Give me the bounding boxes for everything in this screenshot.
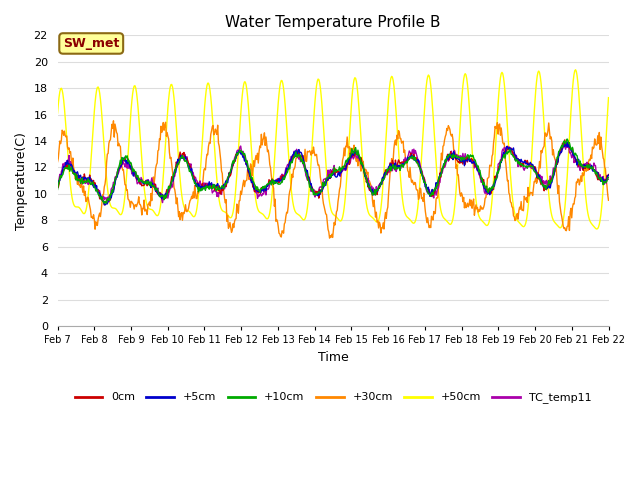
+30cm [418,196,426,202]
0cm [417,170,424,176]
+5cm [177,153,185,158]
+30cm [54,159,61,165]
+5cm [54,182,61,188]
Line: TC_temp11: TC_temp11 [58,144,609,203]
+50cm [572,67,579,72]
TC_temp11 [605,176,612,182]
+50cm [605,95,612,100]
+5cm [63,157,71,163]
+5cm [563,139,571,145]
TC_temp11 [63,159,71,165]
Line: +5cm: +5cm [58,142,609,205]
+50cm [400,205,408,211]
+5cm [605,172,612,178]
+50cm [120,199,128,205]
TC_temp11 [401,157,408,163]
+5cm [206,184,214,190]
+10cm [54,187,61,192]
+5cm [401,160,408,166]
0cm [561,137,569,143]
+10cm [206,183,214,189]
TC_temp11 [120,161,128,167]
+10cm [605,175,612,180]
TC_temp11 [159,200,166,205]
+30cm [401,155,409,161]
Line: +50cm: +50cm [58,70,609,229]
Y-axis label: Temperature(C): Temperature(C) [15,132,28,229]
+50cm [416,179,424,184]
0cm [54,183,61,189]
+10cm [63,165,71,170]
+30cm [109,118,117,124]
0cm [206,182,214,188]
+30cm [326,235,333,241]
+10cm [417,166,424,172]
+5cm [101,202,109,208]
TC_temp11 [54,185,61,191]
Legend: 0cm, +5cm, +10cm, +30cm, +50cm, TC_temp11: 0cm, +5cm, +10cm, +30cm, +50cm, TC_temp1… [70,388,596,408]
+10cm [401,161,408,167]
TC_temp11 [417,165,424,171]
+30cm [177,211,185,216]
+50cm [176,177,184,182]
0cm [605,172,612,178]
+10cm [121,155,129,160]
0cm [121,155,129,160]
0cm [63,166,71,172]
0cm [100,202,108,208]
Title: Water Temperature Profile B: Water Temperature Profile B [225,15,441,30]
+10cm [177,155,185,160]
+5cm [121,158,129,164]
Line: +10cm: +10cm [58,139,609,203]
Line: +30cm: +30cm [58,121,609,238]
Line: 0cm: 0cm [58,140,609,205]
X-axis label: Time: Time [317,351,348,364]
Text: SW_met: SW_met [63,37,120,50]
TC_temp11 [177,155,185,161]
+10cm [563,136,571,142]
TC_temp11 [206,185,214,191]
+30cm [63,144,71,150]
+50cm [63,146,71,152]
+50cm [54,110,61,116]
+30cm [206,141,214,146]
0cm [177,155,185,160]
+50cm [205,83,213,88]
+30cm [121,182,129,188]
+50cm [593,226,601,232]
+30cm [605,197,612,203]
+10cm [100,200,108,206]
+5cm [417,170,424,176]
TC_temp11 [560,142,568,147]
0cm [401,159,408,165]
